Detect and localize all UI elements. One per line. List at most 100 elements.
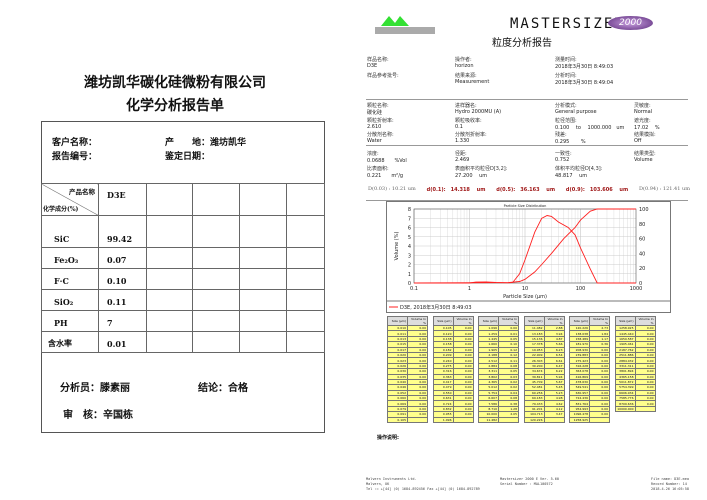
volume-header: Volume In %	[498, 316, 519, 326]
size-header: Size (μm)	[478, 316, 499, 326]
y-tick-label: 0	[408, 281, 411, 287]
component-value: 99.42	[98, 215, 147, 248]
sample-ref-label: 样品参考批号:	[367, 73, 399, 79]
dispersant-label: 分散剂名称:	[367, 132, 394, 138]
chemical-table: 产品名称 化学成分(%) D3E SiC 99.42 Fe₂O₃ 0.07 F·C 0.1…	[41, 183, 325, 353]
mastersizer-brand: MASTERSIZER	[510, 16, 625, 32]
size-header: Size (μm)	[614, 316, 636, 326]
plot-area	[413, 208, 637, 284]
residual-label: 残差:	[555, 132, 567, 138]
chart-frame	[386, 201, 671, 313]
footer-line: Tel := +[44] (0) 1684-892456 Fax +[44] (…	[366, 487, 480, 491]
component-value: 0.01	[98, 331, 147, 353]
d05: d(0.5): 36.163 um	[496, 187, 556, 193]
size-cell: 11.482	[478, 416, 499, 424]
volume-header: Volume In %	[407, 316, 428, 326]
chem-row: PH 7	[41, 310, 325, 332]
volume-cell	[407, 416, 428, 424]
report-no-label: 报告编号：	[52, 152, 98, 162]
footer-line: Malvern, UK	[366, 482, 390, 486]
uniformity-label: 一致性:	[555, 151, 572, 157]
mode-label: 分析模式:	[555, 103, 577, 109]
d09: d(0.9): 103.606 um	[565, 187, 629, 193]
sensitivity-value: Normal	[634, 109, 653, 115]
table-row: 1258.925	[569, 416, 610, 424]
d43-label: 体积平均粒径D[4,3]:	[555, 166, 603, 172]
accessory-value: Hydro 2000MU (A)	[455, 109, 502, 115]
component-name: Fe₂O₃	[41, 247, 99, 269]
particle-size-chart: 0.1 1 10 100 1000012345678020406080100Partic…	[386, 201, 671, 313]
range-value: 0.100 to 1000.000 um	[555, 125, 625, 131]
chem-row: SiO₂ 0.11	[41, 289, 325, 311]
size-header: Size (μm)	[387, 316, 408, 326]
measure-time-label: 测量时间:	[555, 57, 577, 63]
sample-name-label: 样品名称:	[367, 57, 389, 63]
origin-label: 产 地：潍坊凯华	[165, 135, 246, 148]
d003: D(0.03) : 10.21 um	[368, 186, 416, 192]
footer-line: Record Number: 14	[651, 482, 687, 486]
d43-value: 48.817 um	[555, 173, 588, 179]
source-label: 结果来源:	[455, 73, 477, 79]
y2-tick-label: 80	[639, 222, 645, 228]
volume-header: Volume In %	[543, 316, 565, 326]
dispersant-value: Water	[367, 138, 382, 144]
ssa-value: 0.221 m²/g	[367, 173, 404, 179]
particle-name-value: 碳化硅	[367, 110, 383, 116]
size-header: Size (μm)	[523, 316, 545, 326]
volume-header: Volume In %	[452, 316, 474, 326]
chem-row: 含水率 0.01	[41, 331, 325, 353]
ri-value: 2.610	[367, 124, 382, 130]
size-table: Size (μm) Volume In % 11.482 2.88 13.183 3.94…	[523, 316, 565, 424]
emulation-value: Off	[634, 138, 642, 144]
y2-tick-label: 100	[639, 207, 649, 213]
volume-cell	[498, 416, 519, 424]
component-value: 7	[98, 310, 147, 332]
reviewer: 审 核：辛国栋	[63, 410, 133, 421]
volume-header: Volume In %	[634, 316, 656, 326]
company-name: 潍坊凯华碳化硅微粉有限公司	[84, 75, 266, 91]
y-tick-label: 4	[408, 244, 411, 250]
result-type-label: 结果类型:	[634, 151, 656, 157]
size-table: Size (μm) Volume In % 0.010 0.00 0.011 0.00 0.…	[387, 316, 428, 424]
component-name: SiO₂	[41, 289, 99, 311]
footer-line: Mastersizer 2000 E Ver. 5.60	[500, 477, 560, 481]
operator-label: 操作者:	[455, 57, 472, 63]
date-label: 鉴定日期：	[165, 152, 211, 162]
x-tick-label: 10	[522, 286, 528, 292]
range-label: 粒径范围:	[555, 118, 577, 124]
x-tick-label: 1000	[630, 286, 643, 292]
operation-note-label: 操作说明:	[377, 435, 399, 441]
y-tick-label: 1	[408, 272, 411, 278]
size-table: Size (μm) Volume In % 0.105 0.00 0.120 0.00 0.…	[432, 316, 474, 424]
y-tick-label: 7	[408, 216, 411, 222]
volume-cell	[452, 416, 474, 424]
y-tick-label: 5	[408, 235, 411, 241]
volume-cell	[634, 405, 656, 413]
mode-value: General purpose	[555, 109, 597, 115]
footer-right: File name: D3E.mea Record Number: 14 2018-…	[651, 477, 689, 492]
y2-tick-label: 0	[639, 281, 642, 287]
analyst: 分析员：滕素丽	[60, 383, 130, 394]
size-cell: 10000.000	[614, 405, 636, 413]
chart-title: Particle Size Distribution	[504, 204, 547, 208]
span-label: 径距:	[455, 151, 467, 157]
uniformity-value: 0.752	[555, 157, 570, 163]
x-tick-label: 1	[468, 286, 471, 292]
size-table: Size (μm) Volume In % 1.096 0.00 1.259 0.01 1.…	[478, 316, 519, 424]
malvern-logo	[375, 14, 435, 36]
size-table: Size (μm) Volume In % 120.226 2.73 138.038 1.…	[569, 316, 610, 424]
y-tick-label: 3	[408, 253, 411, 259]
dispersant-ri-label: 分散剂折射率:	[455, 132, 487, 138]
dispersant-ri-value: 1.330	[455, 138, 470, 144]
d32-value: 27.200 um	[455, 173, 488, 179]
conclusion: 结论：合格	[198, 383, 248, 394]
operator-value: horizon	[455, 63, 474, 69]
x-axis-label: Particle Size (μm)	[503, 294, 547, 300]
table-row: 1.096	[432, 416, 474, 424]
frequency-curve	[414, 215, 636, 284]
span-value: 2.469	[455, 157, 470, 163]
analysis-time-label: 分析时间:	[555, 73, 577, 79]
ri-label: 颗粒折射率:	[367, 118, 394, 124]
product-name: D3E	[98, 183, 147, 216]
emulation-label: 结果模拟:	[634, 132, 656, 138]
